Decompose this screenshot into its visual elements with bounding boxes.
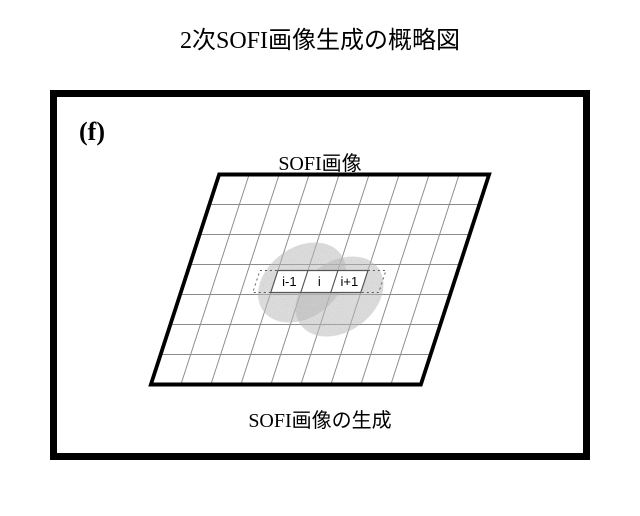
panel-label: (f) (79, 117, 105, 147)
grid-plane-svg: i-1 i i+1 (141, 165, 499, 395)
figure-frame: (f) SOFI画像 SOFI画像の生成 i-1ii+1 (50, 90, 590, 460)
lower-caption: SOFI画像の生成 (57, 404, 583, 433)
sofi-diagram: i-1 i i+1 (141, 165, 499, 400)
cell-label: i-1 (282, 274, 296, 289)
cell-label: i (318, 274, 321, 289)
page: 2次SOFI画像生成の概略図 (f) SOFI画像 SOFI画像の生成 i-1i… (0, 0, 640, 516)
figure-title: 2次SOFI画像生成の概略図 (0, 20, 640, 55)
cell-label: i+1 (340, 274, 358, 289)
